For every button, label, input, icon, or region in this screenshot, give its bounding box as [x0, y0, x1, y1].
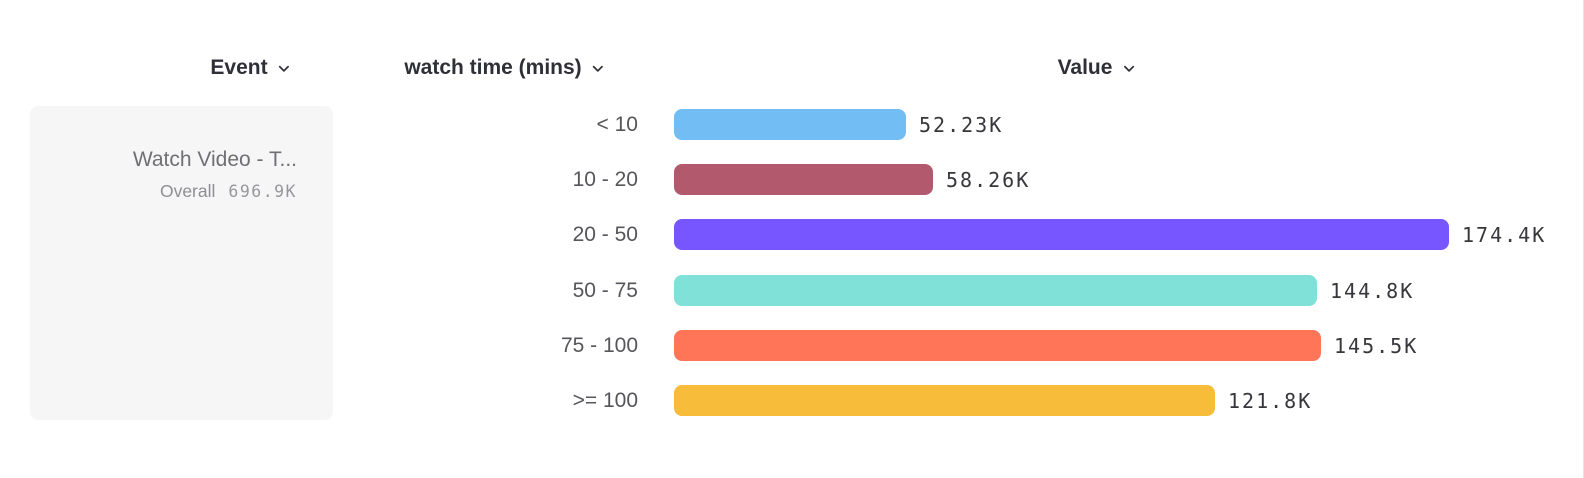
chevron-down-icon	[277, 61, 292, 76]
column-header-watch-time[interactable]: watch time (mins)	[404, 54, 605, 81]
bar-value-label: 144.8K	[1330, 279, 1415, 303]
chart-row: >= 100 121.8K	[0, 385, 1583, 416]
bar-segment[interactable]	[674, 330, 1321, 361]
event-overall-row: Overall 696.9K	[50, 180, 297, 203]
column-header-event-label: Event	[210, 55, 268, 79]
bar-value-label: 58.26K	[946, 168, 1031, 192]
column-header-watch-time-label: watch time (mins)	[404, 55, 582, 79]
column-header-value[interactable]: Value	[1058, 54, 1137, 81]
chevron-down-icon	[1121, 61, 1136, 76]
chart-row: 10 - 20 58.26K	[0, 164, 1583, 195]
bar-segment[interactable]	[674, 275, 1317, 306]
bar-segment[interactable]	[674, 219, 1449, 250]
event-title: Watch Video - T...	[132, 148, 297, 171]
bar-segment[interactable]	[674, 164, 933, 195]
bucket-label: 10 - 20	[572, 168, 638, 191]
bucket-label: < 10	[596, 113, 638, 136]
column-header-event[interactable]: Event	[210, 54, 291, 81]
bar-value-label: 52.23K	[919, 113, 1004, 137]
event-card[interactable]: Watch Video - T... Overall 696.9K	[30, 106, 333, 420]
overall-label: Overall	[159, 181, 216, 201]
chevron-down-icon	[591, 61, 606, 76]
chart-row: 50 - 75 144.8K	[0, 275, 1583, 306]
bar-value-label: 121.8K	[1228, 389, 1313, 413]
chart-row: 20 - 50 174.4K	[0, 219, 1583, 250]
bucket-label: 75 - 100	[560, 334, 638, 357]
overall-value: 696.9K	[228, 182, 297, 201]
bucket-label: 50 - 75	[572, 279, 638, 302]
bar-value-label: 174.4K	[1462, 223, 1547, 247]
bar-segment[interactable]	[674, 109, 906, 140]
chart-row: 75 - 100 145.5K	[0, 330, 1583, 361]
column-header-value-label: Value	[1057, 55, 1113, 79]
bar-value-label: 145.5K	[1334, 334, 1419, 358]
bucket-label: >= 100	[572, 389, 638, 412]
bar-segment[interactable]	[674, 385, 1215, 416]
bucket-label: 20 - 50	[572, 223, 638, 246]
chart-row: < 10 52.23K	[0, 109, 1583, 140]
